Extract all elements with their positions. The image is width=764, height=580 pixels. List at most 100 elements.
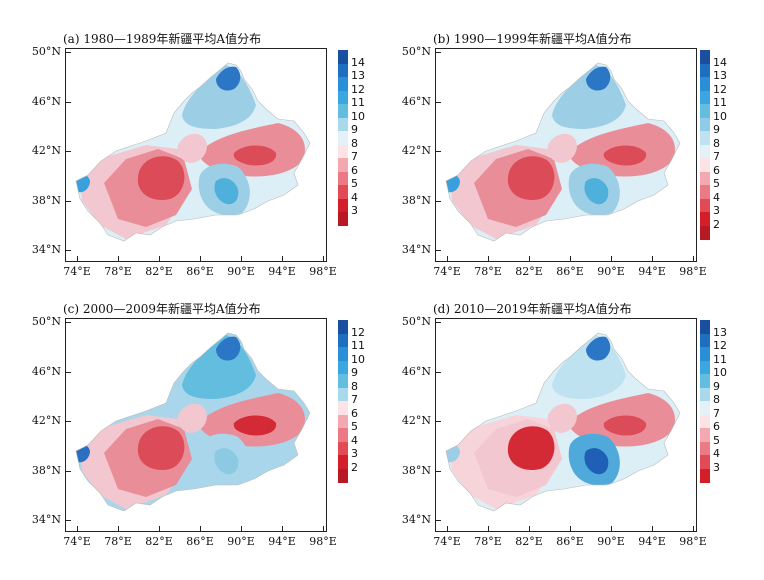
panel-a: (a) 1980—1989年新疆平均A值分布 50°N 46°N 42°N 38°N 3… xyxy=(0,30,382,310)
lon-tick xyxy=(570,526,571,531)
contour-region-wcore xyxy=(507,156,555,201)
colorbar-swatch xyxy=(700,387,710,402)
colorbar-swatch xyxy=(338,468,348,483)
contour-region-score xyxy=(214,448,239,475)
lat-label: 50°N xyxy=(31,45,61,58)
lon-tick xyxy=(488,526,489,531)
lon-tick xyxy=(118,256,119,261)
lat-label: 34°N xyxy=(401,243,431,256)
lat-label: 34°N xyxy=(31,513,61,526)
region-outline xyxy=(445,62,681,242)
region-outline xyxy=(445,332,681,512)
contour-region-ncore xyxy=(586,336,611,361)
lat-tick xyxy=(66,151,71,152)
colorbar-label: 3 xyxy=(713,460,720,474)
lon-label: 82°E xyxy=(515,535,543,548)
colorbar-swatch xyxy=(700,144,710,159)
contour-region-score xyxy=(214,178,239,205)
lon-label: 98°E xyxy=(679,265,707,278)
panel-title: (a) 1980—1989年新疆平均A值分布 xyxy=(63,32,262,46)
lat-label: 38°N xyxy=(31,193,61,207)
colorbar-swatch xyxy=(700,104,710,118)
colorbar-swatch xyxy=(338,320,348,334)
lat-tick xyxy=(436,250,441,251)
lon-label: 94°E xyxy=(638,535,666,548)
panel-title: (b) 1990—1999年新疆平均A值分布 xyxy=(433,32,632,46)
lat-tick xyxy=(66,101,71,103)
colorbar-label: 9 xyxy=(713,379,720,393)
colorbar-swatch xyxy=(338,428,348,442)
lat-label: 46°N xyxy=(401,364,431,378)
colorbar-label: 5 xyxy=(351,177,358,190)
colorbar-label: 5 xyxy=(713,433,720,447)
lat-tick xyxy=(436,101,441,103)
colorbar-swatch xyxy=(700,441,710,456)
lon-label: 78°E xyxy=(104,265,132,278)
colorbar-swatch xyxy=(338,144,348,159)
lon-label: 74°E xyxy=(63,535,91,548)
colorbar-label: 6 xyxy=(713,420,720,433)
colorbar-label: 6 xyxy=(713,163,720,177)
contour-region-c xyxy=(547,133,577,163)
colorbar-swatch xyxy=(338,360,348,375)
colorbar-swatch xyxy=(338,185,348,199)
colorbar-label: 3 xyxy=(351,447,358,460)
lon-tick xyxy=(611,256,612,261)
colorbar-swatch xyxy=(338,387,348,402)
lon-tick xyxy=(323,526,324,531)
colorbar-label: 9 xyxy=(713,123,720,136)
colorbar-swatch xyxy=(700,77,710,91)
colorbar-label: 13 xyxy=(713,69,727,82)
colorbar-swatch xyxy=(700,117,710,132)
lon-tick xyxy=(241,526,242,531)
colorbar-swatch xyxy=(338,212,348,226)
lon-label: 90°E xyxy=(227,265,255,278)
map-frame xyxy=(65,48,327,262)
colorbar-swatch xyxy=(700,360,710,375)
lon-label: 90°E xyxy=(597,535,625,548)
colorbar-label: 3 xyxy=(351,204,358,217)
colorbar xyxy=(700,320,710,483)
lat-label: 50°N xyxy=(401,315,431,328)
lon-tick xyxy=(652,256,653,261)
lon-tick xyxy=(529,256,530,261)
lat-tick xyxy=(66,200,71,202)
panel-title: (d) 2010—2019年新疆平均A值分布 xyxy=(433,302,632,316)
colorbar-swatch xyxy=(700,171,710,186)
colorbar-label: 4 xyxy=(713,447,720,460)
contour-region-wcore xyxy=(507,426,555,471)
contour-region-ncore xyxy=(216,336,241,361)
colorbar-swatch xyxy=(700,468,710,483)
lat-tick xyxy=(436,151,441,152)
lon-label: 78°E xyxy=(474,265,502,278)
lon-label: 98°E xyxy=(309,265,337,278)
colorbar-swatch xyxy=(700,212,710,226)
contour-region-ecore xyxy=(603,145,647,166)
map-frame xyxy=(435,48,697,262)
lon-label: 98°E xyxy=(309,535,337,548)
contour-region-ecore xyxy=(233,145,277,166)
colorbar-label: 12 xyxy=(713,82,727,96)
lon-tick xyxy=(611,526,612,531)
lat-label: 38°N xyxy=(401,193,431,207)
colorbar-swatch xyxy=(700,414,710,429)
colorbar xyxy=(700,50,710,240)
colorbar-label: 8 xyxy=(713,136,720,150)
colorbar-swatch xyxy=(338,63,348,78)
lon-label: 82°E xyxy=(515,265,543,278)
lon-label: 78°E xyxy=(104,535,132,548)
lon-tick xyxy=(488,256,489,261)
colorbar-label: 4 xyxy=(351,433,358,447)
lon-tick xyxy=(529,526,530,531)
colorbar-label: 7 xyxy=(713,406,720,420)
colorbar-swatch xyxy=(338,158,348,172)
colorbar xyxy=(338,50,348,226)
lon-tick xyxy=(447,256,448,261)
colorbar-label: 10 xyxy=(351,352,365,366)
lon-tick xyxy=(241,256,242,261)
colorbar-swatch xyxy=(338,347,348,361)
colorbar-label: 4 xyxy=(351,190,358,204)
colorbar-label: 5 xyxy=(351,420,358,433)
xinjiang-map xyxy=(75,62,311,242)
colorbar-swatch xyxy=(700,63,710,78)
